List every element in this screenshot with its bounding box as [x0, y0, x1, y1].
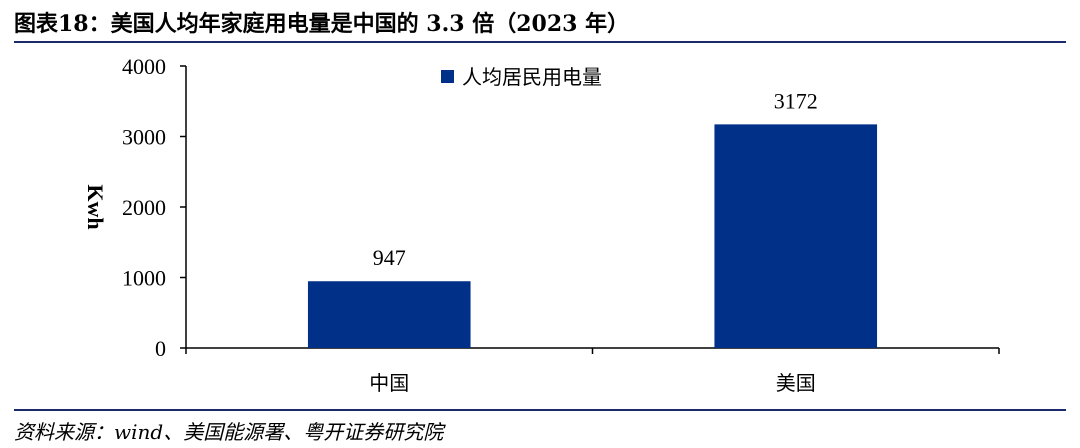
legend-label: 人均居民用电量: [462, 65, 602, 89]
bar: [714, 124, 878, 349]
source-note: 资料来源：wind、美国能源署、粤开证券研究院: [14, 420, 444, 444]
y-tick-label: 3000: [122, 125, 166, 150]
source-divider: [14, 409, 1066, 411]
data-label: 3172: [774, 88, 818, 113]
y-axis-label: Kwh: [83, 184, 108, 229]
bar: [307, 281, 471, 348]
y-tick-label: 0: [155, 336, 166, 361]
y-tick-label: 2000: [122, 195, 166, 220]
y-tick-label: 1000: [122, 266, 166, 291]
category-label: 中国: [369, 371, 409, 395]
category-label: 美国: [776, 371, 816, 395]
data-label: 947: [373, 245, 406, 270]
y-tick-label: 4000: [122, 54, 166, 79]
legend-swatch: [441, 70, 454, 83]
chart-title: 图表18：美国人均年家庭用电量是中国的 3.3 倍（2023 年）: [14, 11, 630, 37]
title-divider: [14, 41, 1066, 43]
